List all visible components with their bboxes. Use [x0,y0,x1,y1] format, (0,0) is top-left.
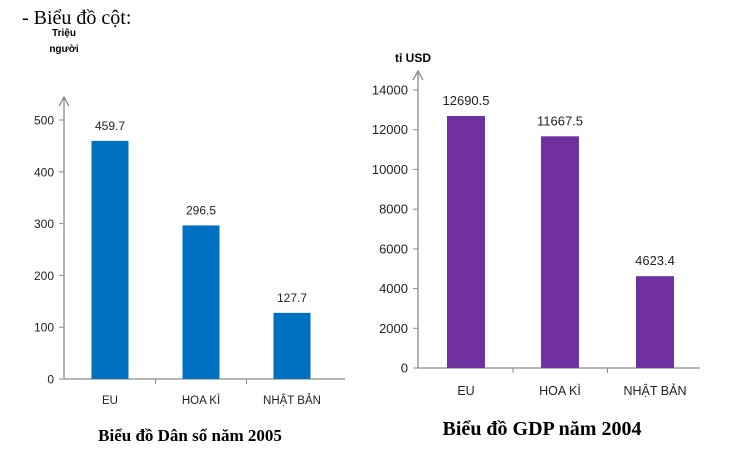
y-tick-label: 0 [401,361,408,376]
chart-title-gdp: Biểu đồ GDP năm 2004 [442,418,642,440]
data-label: 11667.5 [537,113,583,128]
y-axis-arrow-icon [412,69,424,81]
data-label: 127.7 [277,291,307,305]
data-label: 4623.4 [635,253,675,268]
bar [182,225,220,379]
bar [541,136,579,368]
x-tick-label: NHẬT BẢN [263,394,321,407]
bar [447,116,485,368]
data-label: 296.5 [186,203,216,217]
y-axis-arrow-icon [58,95,70,107]
y-tick-label: 8000 [379,202,408,217]
chart-title-population: Biểu đồ Dân số năm 2005 [98,426,282,445]
y-tick-label: 400 [34,165,54,179]
y-axis-label: người [49,44,79,55]
y-tick-label: 10000 [372,162,408,177]
bar [273,312,311,379]
y-tick-label: 200 [34,269,54,283]
y-tick-label: 500 [34,114,54,128]
y-tick-label: 6000 [379,241,408,256]
x-tick-label: EU [457,384,474,398]
y-tick-label: 4000 [379,281,408,296]
section-heading: - Biểu đồ cột: [22,7,132,29]
y-tick-label: 300 [34,217,54,231]
y-tick-label: 14000 [372,83,408,98]
data-label: 459.7 [95,119,125,133]
y-axis-label: Triệu [52,28,76,39]
y-tick-label: 12000 [372,122,408,137]
y-axis-label: tỉ USD [395,51,431,65]
x-tick-label: HOA KÌ [539,383,581,398]
bar [91,140,129,379]
x-tick-label: NHẬT BẢN [624,383,687,398]
y-tick-label: 0 [47,373,54,387]
y-tick-label: 100 [34,321,54,335]
x-tick-label: EU [102,395,118,407]
data-label: 12690.5 [443,93,490,108]
y-tick-label: 2000 [379,321,408,336]
bar [636,276,674,368]
x-tick-label: HOA KÌ [182,394,220,407]
